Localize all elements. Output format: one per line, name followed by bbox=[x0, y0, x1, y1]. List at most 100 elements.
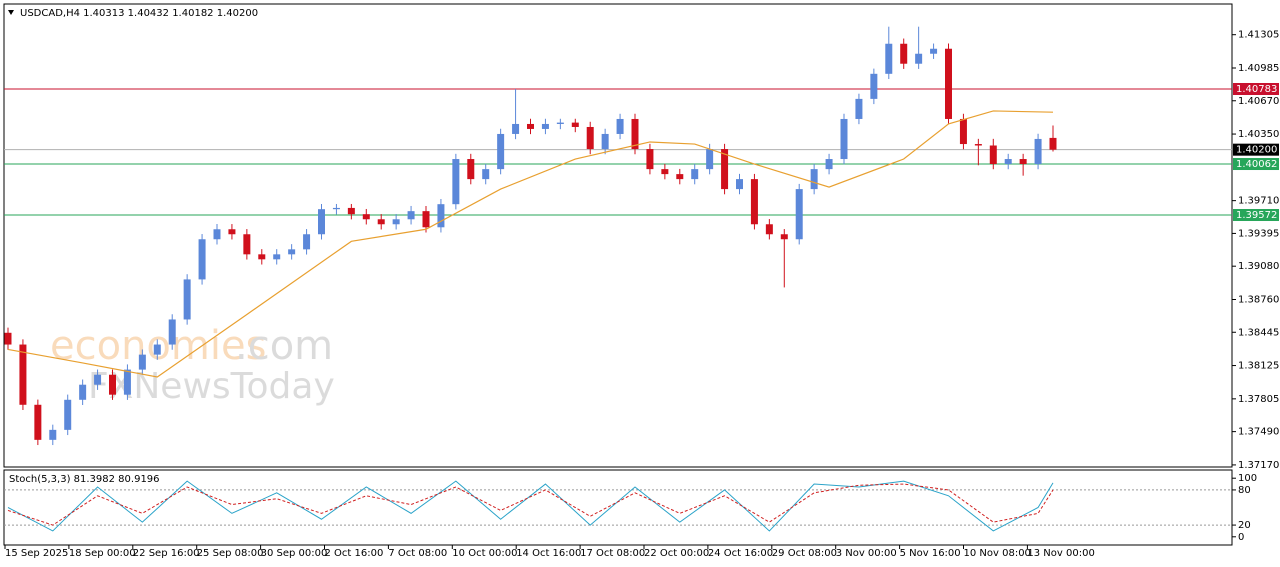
stoch-tick-label: 0 bbox=[1238, 532, 1244, 543]
candle-body bbox=[750, 179, 758, 225]
candle-body bbox=[945, 48, 952, 119]
moving-average bbox=[7, 110, 1054, 378]
x-tick-label: 18 Sep 00:00 bbox=[69, 548, 136, 559]
candle-body bbox=[930, 48, 938, 54]
y-tick-label: 1.40350 bbox=[1238, 129, 1279, 140]
candle-body bbox=[198, 239, 206, 280]
stoch-tick-label: 100 bbox=[1238, 473, 1257, 484]
y-tick-label: 1.38125 bbox=[1238, 361, 1279, 372]
candle-body bbox=[691, 169, 699, 180]
y-tick-label: 1.38760 bbox=[1238, 294, 1279, 305]
stoch-tick-label: 20 bbox=[1238, 520, 1251, 531]
candle-body bbox=[810, 169, 818, 190]
candle-body bbox=[452, 159, 460, 205]
candle-body bbox=[765, 224, 773, 235]
level-tag bbox=[1233, 83, 1279, 96]
candle-body bbox=[631, 118, 639, 150]
candle-body bbox=[1049, 137, 1057, 150]
level-tag bbox=[1233, 209, 1279, 222]
x-tick-label: 17 Oct 08:00 bbox=[580, 548, 645, 559]
candle-body bbox=[153, 344, 161, 355]
candle-body bbox=[900, 43, 908, 64]
candle-body bbox=[183, 279, 191, 320]
x-tick-label: 25 Sep 08:00 bbox=[197, 548, 264, 559]
main-frame bbox=[3, 3, 1233, 468]
x-tick-label: 13 Nov 00:00 bbox=[1027, 548, 1094, 559]
y-tick-label: 1.37170 bbox=[1238, 460, 1279, 471]
candle-body bbox=[79, 384, 87, 400]
level-label: 1.39572 bbox=[1236, 210, 1277, 221]
candle-body bbox=[138, 354, 146, 370]
candle-body bbox=[497, 133, 505, 170]
candle-body bbox=[586, 126, 594, 150]
level-tag bbox=[1233, 143, 1279, 156]
candle-body bbox=[885, 43, 893, 74]
candle-body bbox=[601, 133, 609, 150]
watermark: economies .com FXNewsToday bbox=[50, 323, 335, 407]
watermark-domain: .com bbox=[235, 323, 333, 369]
candle-body bbox=[721, 149, 729, 190]
stoch-title: Stoch(5,3,3) 81.3982 80.9196 bbox=[9, 474, 160, 485]
x-tick-label: 14 Oct 16:00 bbox=[516, 548, 581, 559]
candle-body bbox=[556, 122, 564, 124]
candle-body bbox=[795, 189, 803, 240]
y-tick-label: 1.37805 bbox=[1238, 394, 1279, 405]
candle-body bbox=[780, 234, 788, 240]
candle-body bbox=[258, 254, 266, 260]
candle-body bbox=[273, 254, 281, 260]
y-tick-label: 1.40985 bbox=[1238, 63, 1279, 74]
candle-body bbox=[855, 98, 863, 119]
candle-body bbox=[676, 174, 684, 180]
candle-body bbox=[243, 234, 251, 255]
y-tick-label: 1.40670 bbox=[1238, 96, 1279, 107]
candle-body bbox=[616, 118, 624, 134]
x-tick-label: 22 Oct 00:00 bbox=[644, 548, 709, 559]
candle-body bbox=[94, 374, 102, 385]
candle-body bbox=[4, 332, 12, 345]
x-tick-label: 15 Sep 2025 bbox=[5, 548, 68, 559]
x-tick-label: 22 Sep 16:00 bbox=[133, 548, 200, 559]
candle-body bbox=[527, 123, 534, 129]
y-tick-label: 1.39395 bbox=[1238, 228, 1279, 239]
menu-arrow[interactable] bbox=[8, 10, 14, 15]
candle-body bbox=[437, 204, 445, 228]
candle-body bbox=[288, 249, 296, 255]
y-tick-label: 1.41305 bbox=[1238, 30, 1279, 41]
candle-body bbox=[407, 211, 415, 220]
candle-body bbox=[347, 207, 355, 215]
candle-body bbox=[706, 149, 714, 170]
level-tag bbox=[1233, 158, 1279, 171]
candle-body bbox=[332, 207, 340, 210]
candle-body bbox=[661, 169, 669, 175]
y-tick-label: 1.37490 bbox=[1238, 427, 1279, 438]
x-tick-label: 7 Oct 08:00 bbox=[388, 548, 447, 559]
stoch-main bbox=[7, 480, 1054, 532]
candle-body bbox=[64, 399, 72, 430]
candle-body bbox=[109, 374, 116, 395]
candle-body bbox=[228, 229, 236, 235]
candle-body bbox=[318, 209, 325, 235]
candle-body bbox=[840, 118, 848, 160]
candle-body bbox=[1019, 159, 1027, 165]
candle-body bbox=[646, 149, 654, 170]
candle-body bbox=[467, 159, 475, 180]
candle-body bbox=[1004, 159, 1012, 165]
level-label: 1.40783 bbox=[1236, 84, 1277, 95]
candle-body bbox=[123, 369, 131, 395]
level-label: 1.40200 bbox=[1236, 145, 1277, 156]
chart-title: USDCAD,H4 1.40313 1.40432 1.40182 1.4020… bbox=[20, 8, 258, 19]
candle-body bbox=[959, 118, 967, 145]
x-tick-label: 10 Nov 08:00 bbox=[964, 548, 1031, 559]
y-tick-label: 1.39710 bbox=[1238, 196, 1279, 207]
candle-body bbox=[377, 219, 385, 225]
candle-body bbox=[1034, 138, 1042, 165]
candle-body bbox=[915, 53, 923, 64]
x-tick-label: 3 Nov 00:00 bbox=[836, 548, 897, 559]
stoch-signal bbox=[7, 483, 1054, 526]
level-label: 1.40062 bbox=[1236, 159, 1277, 170]
candle-body bbox=[422, 211, 430, 228]
x-tick-label: 24 Oct 16:00 bbox=[708, 548, 773, 559]
candle-body bbox=[974, 144, 982, 146]
candle-body bbox=[736, 179, 743, 190]
